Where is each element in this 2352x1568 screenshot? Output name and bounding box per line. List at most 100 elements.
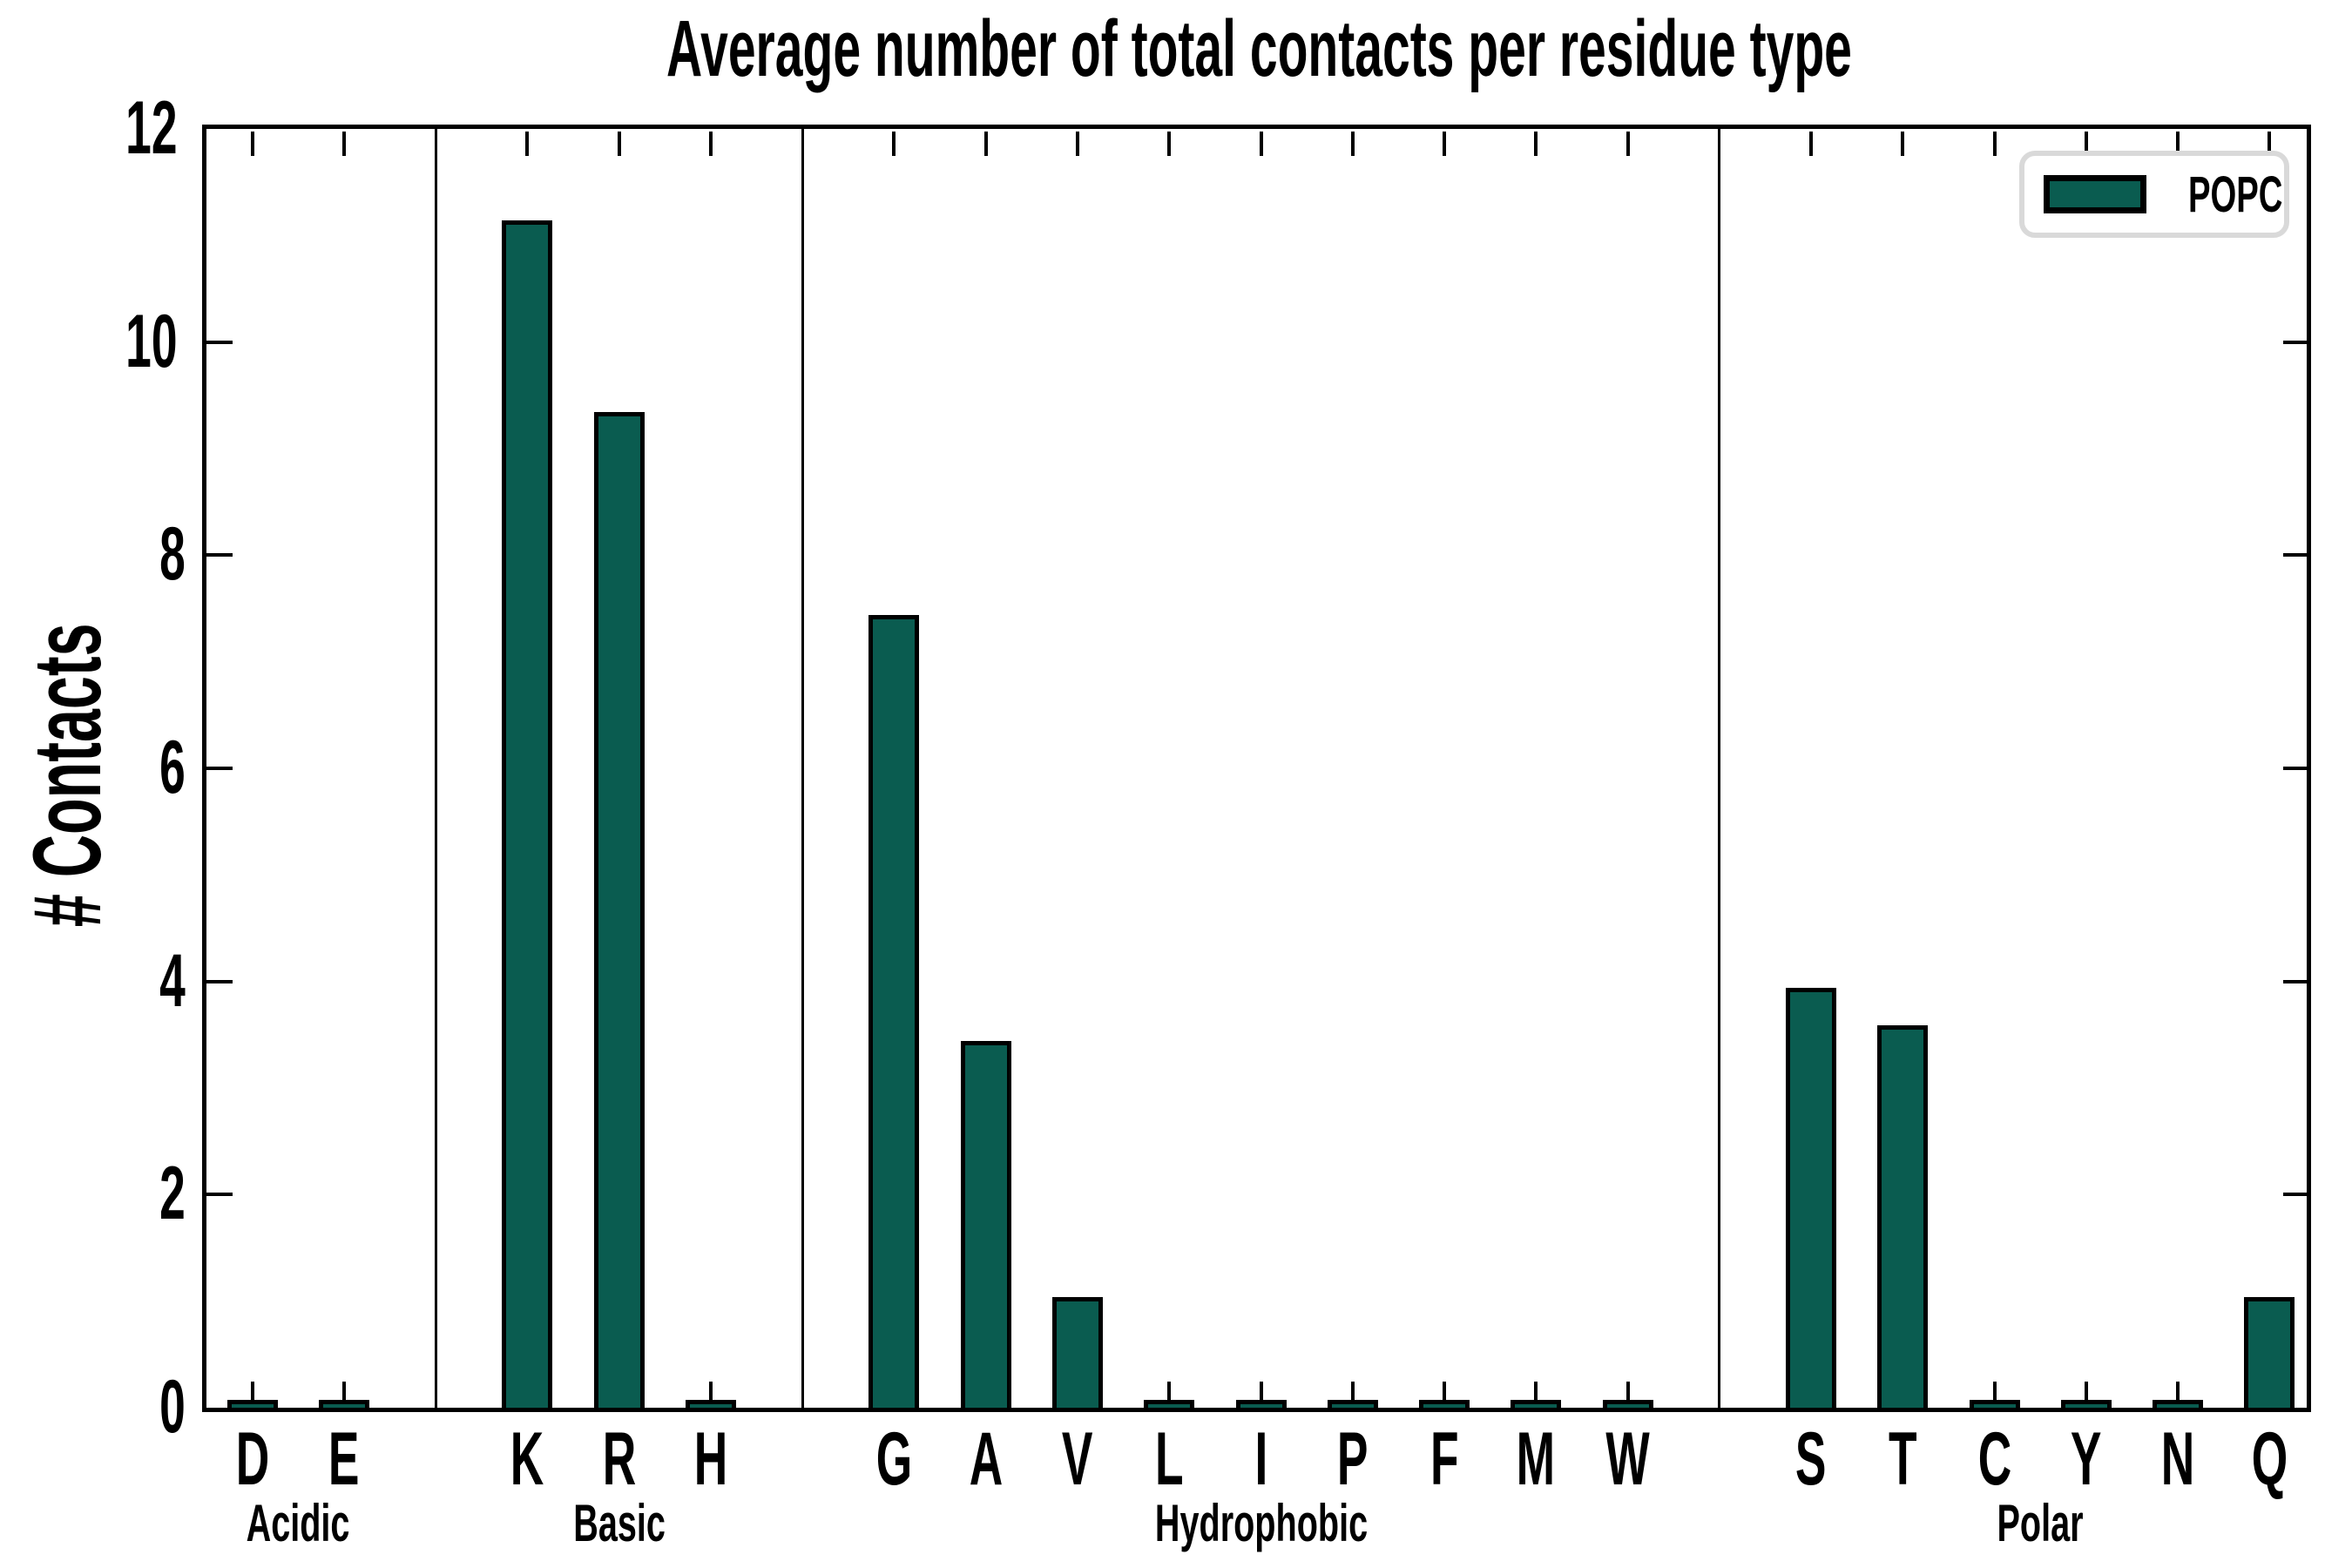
x-category-label-text: C [1977, 1417, 2011, 1501]
x-tick-mark-top [708, 132, 713, 156]
bar-E [318, 1400, 369, 1408]
x-category-label-text: M [1517, 1417, 1556, 1501]
bar-P [1327, 1400, 1378, 1408]
x-tick-mark-bottom [341, 1382, 346, 1408]
x-tick-mark-bottom [1167, 1382, 1172, 1408]
y-tick-label: 0 [54, 1369, 193, 1444]
bar-N [2153, 1400, 2204, 1408]
x-category-label-L: L [1099, 1422, 1239, 1497]
x-tick-mark-bottom [1992, 1382, 1997, 1408]
x-tick-mark-bottom [1625, 1382, 1630, 1408]
x-tick-mark-top [1350, 132, 1355, 156]
x-category-label-text: S [1795, 1417, 1827, 1501]
bar-S [1786, 987, 1837, 1408]
y-tick-mark-right [2283, 767, 2309, 770]
x-category-label-text: K [510, 1417, 544, 1501]
y-tick-label-text: 8 [159, 512, 186, 597]
x-tick-mark-top [250, 132, 254, 156]
x-tick-mark-bottom [1350, 1382, 1355, 1408]
bar-Y [2060, 1400, 2112, 1408]
y-tick-label: 4 [54, 943, 193, 1018]
group-label-text: Polar [1997, 1494, 2084, 1552]
y-tick-label-text: 0 [159, 1365, 186, 1449]
x-tick-mark-top [1167, 132, 1172, 156]
bar-Q [2244, 1296, 2295, 1408]
x-category-label-E: E [274, 1422, 414, 1497]
x-category-label-text: G [875, 1417, 913, 1501]
x-tick-mark-top [1992, 132, 1997, 156]
group-label-text: Acidic [246, 1494, 350, 1552]
x-tick-mark-top [1625, 132, 1630, 156]
x-tick-mark-top [892, 132, 896, 156]
bar-K [502, 220, 553, 1408]
y-tick-label-text: 4 [159, 938, 186, 1023]
x-category-label-text: D [235, 1417, 269, 1501]
x-category-label-text: F [1429, 1417, 1459, 1501]
x-category-label-D: D [183, 1422, 322, 1497]
x-category-label-S: S [1741, 1422, 1881, 1497]
legend: POPC [2019, 151, 2289, 238]
bar-A [960, 1041, 1011, 1408]
x-category-label-text: A [969, 1417, 1003, 1501]
bar-M [1511, 1400, 1562, 1408]
x-category-label-F: F [1375, 1422, 1514, 1497]
x-tick-mark-bottom [1443, 1382, 1447, 1408]
x-category-label-text: W [1605, 1417, 1650, 1501]
x-category-label-text: T [1889, 1417, 1917, 1501]
bar-R [593, 412, 645, 1408]
bar-T [1877, 1024, 1929, 1408]
y-tick-mark-left [206, 1193, 233, 1197]
x-tick-mark-top [525, 132, 530, 156]
x-tick-mark-top [1259, 132, 1263, 156]
y-tick-mark-right [2283, 340, 2309, 344]
bar-F [1419, 1400, 1470, 1408]
x-tick-mark-top [2084, 132, 2088, 156]
y-tick-label: 8 [54, 517, 193, 591]
y-tick-mark-left [206, 979, 233, 983]
x-category-label-P: P [1283, 1422, 1423, 1497]
x-tick-mark-bottom [1534, 1382, 1538, 1408]
y-tick-mark-right [2283, 553, 2309, 558]
x-category-label-I: I [1192, 1422, 1331, 1497]
chart-title: Average number of total contacts per res… [205, 5, 2314, 92]
x-tick-mark-bottom [708, 1382, 713, 1408]
y-tick-label-text: 10 [125, 299, 178, 383]
x-category-label-text: I [1254, 1417, 1267, 1501]
x-category-label-T: T [1833, 1422, 1972, 1497]
bar-C [1969, 1400, 2020, 1408]
y-tick-label-text: 2 [159, 1152, 186, 1236]
x-tick-mark-top [1443, 132, 1447, 156]
x-category-label-text: H [693, 1417, 728, 1501]
x-category-label-text: Q [2251, 1417, 2288, 1501]
x-category-label-C: C [1925, 1422, 2065, 1497]
x-category-label-R: R [550, 1422, 689, 1497]
x-category-label-text: E [328, 1417, 360, 1501]
x-category-label-K: K [457, 1422, 597, 1497]
group-label-hydrophobic: Hydrophobic [1000, 1495, 1523, 1552]
x-tick-mark-top [2176, 132, 2180, 156]
bar-H [685, 1400, 736, 1408]
x-category-label-N: N [2108, 1422, 2247, 1497]
group-divider [801, 129, 804, 1408]
x-category-label-text: Y [2071, 1417, 2102, 1501]
y-tick-label: 12 [54, 91, 193, 166]
x-tick-mark-top [1075, 132, 1079, 156]
bar-I [1235, 1400, 1287, 1408]
group-label-text: Basic [572, 1494, 666, 1552]
bar-G [868, 614, 920, 1408]
x-category-label-text: L [1154, 1417, 1184, 1501]
y-tick-label-text: 6 [159, 726, 186, 809]
group-label-polar: Polar [1779, 1495, 2301, 1552]
y-tick-label: 6 [54, 730, 193, 805]
x-category-label-text: R [602, 1417, 636, 1501]
plot-area-frame [202, 125, 2311, 1412]
bar-W [1602, 1400, 1653, 1408]
x-tick-mark-bottom [250, 1382, 254, 1408]
x-category-label-G: G [824, 1422, 963, 1497]
chart-title-text: Average number of total contacts per res… [666, 4, 1852, 93]
x-tick-mark-top [983, 132, 988, 156]
legend-series-label-text: POPC [2187, 166, 2283, 223]
y-tick-label-text: 12 [125, 86, 178, 170]
y-tick-label: 10 [54, 304, 193, 379]
